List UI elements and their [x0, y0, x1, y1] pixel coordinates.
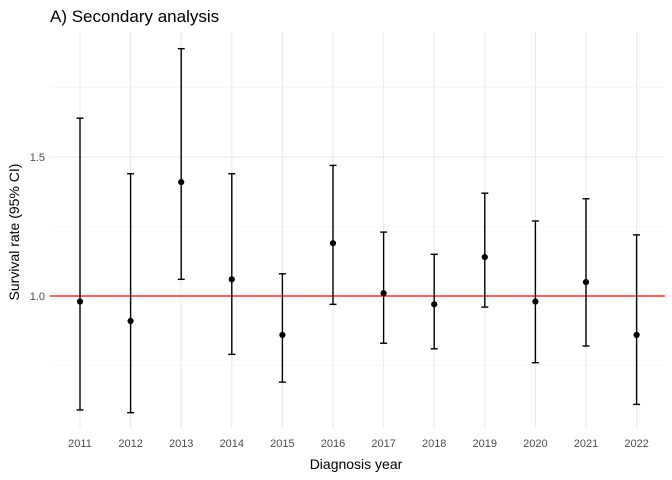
point-2020 — [532, 298, 539, 305]
errorbar-2015 — [278, 273, 286, 383]
x-tick-label: 2013 — [169, 438, 193, 450]
x-tick-label: 2011 — [68, 438, 92, 450]
point-2022 — [633, 331, 640, 339]
point-2011 — [76, 298, 84, 305]
x-tick-label: 2021 — [574, 438, 598, 450]
point-2019 — [481, 253, 488, 261]
chart-title: A) Secondary analysis — [50, 7, 219, 26]
x-tick-label: 2018 — [422, 438, 446, 450]
point-2018 — [431, 301, 438, 308]
grid — [50, 32, 665, 428]
x-tick-label: 2012 — [118, 438, 142, 450]
errorbar-2012 — [127, 173, 135, 414]
point-2014 — [228, 276, 235, 283]
errorbar-2018 — [430, 253, 438, 350]
errorbar-2013 — [177, 47, 185, 281]
y-axis-title: Survival rate (95% CI) — [6, 164, 22, 301]
error-bars-layer — [76, 47, 641, 414]
x-tick-label: 2015 — [270, 438, 294, 450]
y-tick-label: 1.5 — [30, 152, 45, 164]
point-2012 — [127, 317, 134, 325]
point-2021 — [582, 279, 590, 286]
x-tick-label: 2014 — [220, 438, 244, 450]
errorbar-2017 — [380, 231, 388, 344]
errorbar-2022 — [633, 234, 641, 406]
errorbar-2011 — [76, 117, 84, 411]
y-tick-labels: 1.0 1.5 — [30, 152, 45, 303]
y-tick-label: 1.0 — [30, 291, 45, 303]
errorbar-2021 — [582, 198, 590, 347]
errorbar-2014 — [228, 173, 236, 356]
x-tick-label: 2016 — [321, 438, 345, 450]
errorbar-2020 — [531, 220, 539, 364]
x-tick-label: 2019 — [473, 438, 497, 450]
x-tick-label: 2017 — [371, 438, 395, 450]
point-2016 — [329, 240, 337, 247]
point-2013 — [178, 178, 185, 186]
x-axis-title: Diagnosis year — [310, 456, 403, 472]
point-2017 — [380, 290, 387, 297]
errorbar-2019 — [481, 192, 489, 308]
point-2015 — [279, 331, 286, 339]
x-tick-labels: 2011 2012 2013 2014 2015 2016 2017 2018 2019 2020… — [68, 438, 649, 450]
x-tick-label: 2020 — [523, 438, 547, 450]
x-tick-label: 2022 — [624, 438, 648, 450]
errorbar-2016 — [329, 164, 337, 306]
